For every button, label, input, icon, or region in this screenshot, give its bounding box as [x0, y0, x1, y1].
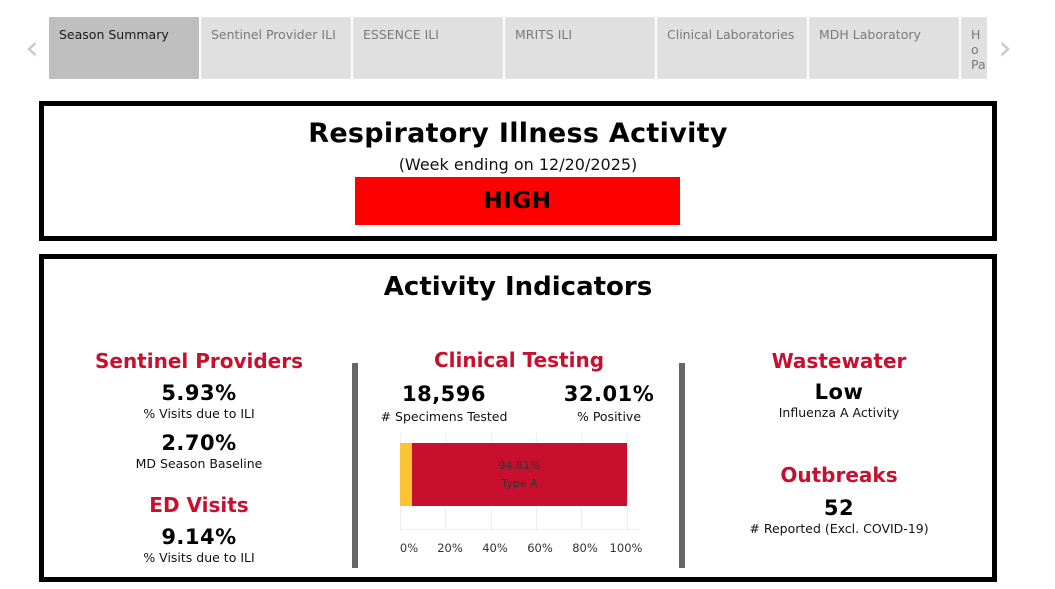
column-divider	[679, 363, 685, 568]
sentinel-providers-heading: Sentinel Providers	[94, 349, 304, 373]
x-axis-line	[400, 529, 640, 530]
wastewater-label: Influenza A Activity	[778, 405, 900, 420]
tab-hospital-partial[interactable]: Ho Pa	[961, 17, 987, 79]
activity-summary-panel: Respiratory Illness Activity (Week endin…	[39, 101, 997, 241]
x-tick-label: 40%	[482, 541, 508, 555]
specimens-tested-stat: 18,596 # Specimens Tested	[374, 382, 514, 425]
tab-season-summary[interactable]: Season Summary	[49, 17, 199, 79]
page-title: Respiratory Illness Activity	[308, 118, 728, 149]
outbreaks-label: # Reported (Excl. COVID-19)	[749, 521, 929, 536]
week-ending-label: (Week ending on 12/20/2025)	[398, 155, 638, 174]
ed-visits-value: 9.14%	[161, 525, 237, 549]
type-a-bar-segment[interactable]	[412, 443, 627, 506]
column-divider	[352, 363, 358, 568]
specimens-tested-value: 18,596	[401, 382, 487, 406]
chevron-right-icon[interactable]: ›	[998, 28, 1012, 68]
tab-label: Ho Pa	[971, 27, 986, 72]
season-baseline-value: 2.70%	[161, 431, 237, 455]
tab-label: Sentinel Provider ILI	[211, 27, 336, 42]
chevron-left-icon[interactable]: ‹	[25, 28, 39, 68]
ed-visits-indicator: ED Visits 9.14% % Visits due to ILI	[86, 493, 312, 566]
x-tick-label: 80%	[572, 541, 598, 555]
ed-visits-label: % Visits due to ILI	[143, 550, 255, 565]
outbreaks-indicator: Outbreaks 52 # Reported (Excl. COVID-19)	[724, 463, 954, 537]
tab-label: MDH Laboratory	[819, 27, 921, 42]
season-baseline-label: MD Season Baseline	[135, 456, 263, 471]
flu-type-stacked-bar-chart: 94.81% Type A 0% 20% 40% 60% 80% 100%	[399, 433, 643, 563]
wastewater-indicator: Wastewater Low Influenza A Activity	[724, 349, 954, 421]
clinical-testing-indicator: Clinical Testing	[364, 348, 674, 372]
ed-visits-heading: ED Visits	[149, 493, 249, 517]
type-a-data-label: 94.81% Type A	[412, 443, 627, 506]
x-tick-label: 100%	[609, 541, 643, 555]
tab-list: Season Summary Sentinel Provider ILI ESS…	[49, 17, 987, 79]
percent-positive-value: 32.01%	[563, 382, 655, 406]
tab-label: Clinical Laboratories	[667, 27, 795, 42]
outbreaks-heading: Outbreaks	[780, 463, 898, 487]
dashboard-tab-bar: ‹ Season Summary Sentinel Provider ILI E…	[0, 0, 1055, 95]
gridline	[627, 433, 628, 529]
tab-mrits-ili[interactable]: MRITS ILI	[505, 17, 655, 79]
clinical-testing-heading: Clinical Testing	[433, 348, 605, 372]
tab-mdh-laboratory[interactable]: MDH Laboratory	[809, 17, 959, 79]
wastewater-value: Low	[814, 380, 864, 404]
sentinel-ili-value: 5.93%	[161, 381, 237, 405]
type-a-percent-label: 94.81%	[498, 459, 541, 472]
x-tick-label: 60%	[527, 541, 553, 555]
tab-label: ESSENCE ILI	[363, 27, 439, 42]
specimens-tested-label: # Specimens Tested	[380, 409, 508, 424]
wastewater-heading: Wastewater	[771, 349, 907, 373]
sentinel-providers-indicator: Sentinel Providers 5.93% % Visits due to…	[86, 349, 312, 472]
type-b-bar-segment[interactable]	[400, 443, 412, 506]
tab-clinical-laboratories[interactable]: Clinical Laboratories	[657, 17, 807, 79]
section-title: Activity Indicators	[383, 272, 653, 302]
tab-label: MRITS ILI	[515, 27, 573, 42]
tab-sentinel-provider-ili[interactable]: Sentinel Provider ILI	[201, 17, 351, 79]
activity-level-badge: HIGH	[355, 177, 680, 225]
x-tick-label: 0%	[399, 541, 419, 555]
tab-essence-ili[interactable]: ESSENCE ILI	[353, 17, 503, 79]
x-tick-label: 20%	[437, 541, 463, 555]
tab-label: Season Summary	[59, 27, 169, 42]
type-a-name-label: Type A	[501, 477, 538, 490]
activity-indicators-panel: Activity Indicators Sentinel Providers 5…	[39, 254, 997, 582]
sentinel-ili-label: % Visits due to ILI	[143, 406, 255, 421]
percent-positive-stat: 32.01% % Positive	[544, 382, 674, 425]
outbreaks-value: 52	[823, 496, 855, 520]
percent-positive-label: % Positive	[576, 409, 642, 424]
